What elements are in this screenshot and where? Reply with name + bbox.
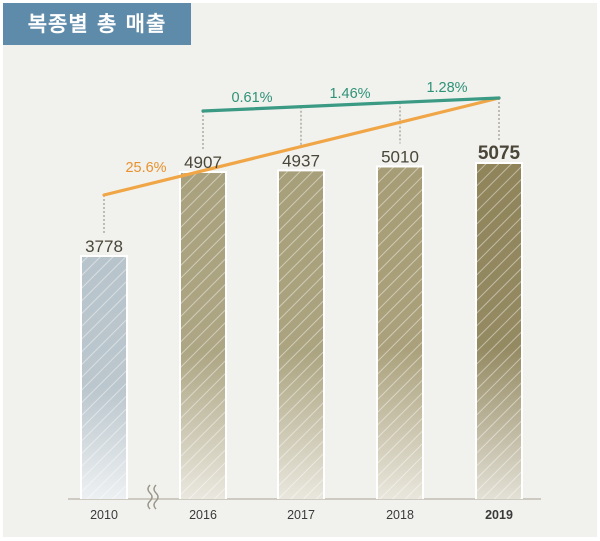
x-tick-label-2017: 2017 [287, 508, 315, 522]
value-label-2010: 3778 [85, 237, 123, 256]
trend-line-green [201, 96, 501, 113]
bar-fade [82, 257, 126, 499]
bar-2017 [277, 169, 325, 499]
value-label-2017: 4937 [282, 151, 320, 170]
x-tick-label-2016: 2016 [189, 508, 217, 522]
trend-line-orange [102, 96, 501, 197]
bar-fade [181, 173, 225, 499]
growth-label-3: 1.28% [426, 80, 467, 96]
value-label-2016: 4907 [184, 153, 222, 172]
chart-title: 복종별 총 매출 [3, 3, 191, 45]
value-label-2018: 5010 [381, 147, 419, 166]
x-tick-label-2010: 2010 [90, 508, 118, 522]
growth-label-1: 0.61% [231, 90, 272, 106]
bar-fade [477, 164, 521, 499]
axis-break-mark [147, 484, 153, 510]
bar-2018 [376, 165, 424, 499]
bar-2019 [475, 162, 523, 499]
axis-break-mark [153, 484, 159, 510]
growth-label-2: 1.46% [329, 86, 370, 102]
x-tick-label-2018: 2018 [386, 508, 414, 522]
bar-fade [279, 171, 323, 499]
bar-fade [378, 167, 422, 499]
growth-label-0: 25.6% [125, 160, 166, 176]
bar-2016 [179, 171, 227, 499]
x-tick-label-2019: 2019 [485, 508, 513, 522]
value-label-2019: 5075 [478, 143, 521, 164]
bar-2010 [80, 255, 128, 499]
